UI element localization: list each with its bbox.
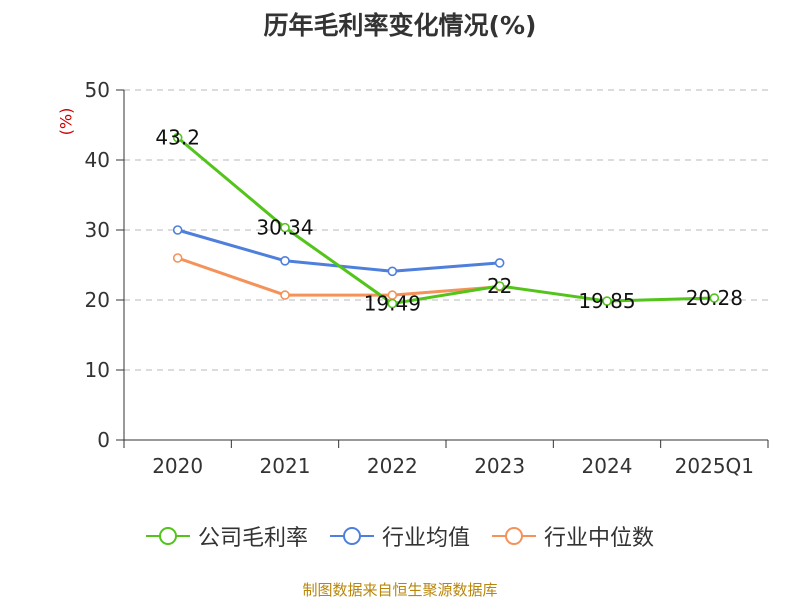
x-tick-label: 2025Q1 bbox=[675, 454, 754, 478]
x-tick-label: 2022 bbox=[367, 454, 418, 478]
data-point bbox=[172, 225, 183, 235]
data-point bbox=[172, 132, 183, 143]
data-point bbox=[494, 258, 505, 268]
chart-title: 历年毛利率变化情况(%) bbox=[263, 11, 537, 40]
data-label: 19.49 bbox=[364, 292, 421, 316]
x-tick-label: 2023 bbox=[474, 454, 525, 478]
data-label: 43.2 bbox=[155, 126, 200, 150]
legend-label: 行业均值 bbox=[381, 526, 470, 551]
y-tick-label: 0 bbox=[97, 428, 110, 452]
y-tick-label: 10 bbox=[85, 358, 110, 382]
data-label: 22 bbox=[487, 274, 512, 298]
legend-item-company[interactable]: 公司毛利率 bbox=[145, 520, 308, 552]
legend-label: 行业中位数 bbox=[544, 526, 655, 551]
y-tick-label: 30 bbox=[85, 218, 110, 242]
x-tick-label: 2024 bbox=[582, 454, 633, 478]
data-point bbox=[602, 296, 612, 306]
data-point bbox=[280, 290, 290, 300]
legend-label: 公司毛利率 bbox=[197, 526, 308, 551]
x-tick-label: 2020 bbox=[152, 454, 203, 478]
y-tick-label: 40 bbox=[85, 148, 110, 172]
y-tick-label: 20 bbox=[85, 288, 110, 312]
data-point bbox=[280, 255, 290, 266]
data-label: 19.85 bbox=[578, 289, 635, 313]
legend: 公司毛利率 行业均值 行业中位数 bbox=[0, 520, 800, 552]
data-point bbox=[709, 293, 720, 303]
data-point bbox=[172, 253, 183, 263]
series-line bbox=[176, 136, 715, 306]
data-point bbox=[494, 281, 505, 291]
legend-item-industry-median[interactable]: 行业中位数 bbox=[492, 520, 654, 552]
data-point bbox=[280, 222, 290, 233]
data-point bbox=[387, 266, 398, 277]
legend-line-marker-icon bbox=[492, 527, 536, 545]
data-source-note: 制图数据来自恒生聚源数据库 bbox=[302, 581, 498, 599]
data-label: 30.34 bbox=[256, 216, 313, 240]
legend-item-industry-mean[interactable]: 行业均值 bbox=[329, 520, 470, 552]
x-tick-label: 2021 bbox=[260, 454, 311, 478]
legend-line-marker-icon bbox=[145, 527, 190, 545]
series-line bbox=[177, 256, 500, 297]
y-tick-label: 50 bbox=[85, 78, 110, 102]
data-label: 20.28 bbox=[686, 286, 743, 310]
legend-line-marker-icon bbox=[329, 527, 374, 545]
data-point bbox=[387, 298, 398, 309]
